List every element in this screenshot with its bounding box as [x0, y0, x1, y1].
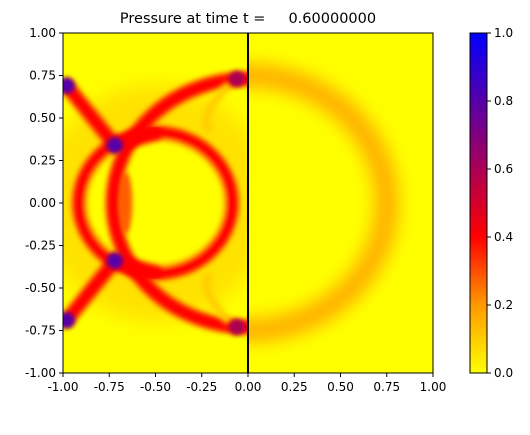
hot-spot [228, 319, 245, 336]
y-tick-label: 0.00 [29, 196, 56, 210]
colorbar-tick-label: 0.4 [494, 230, 513, 244]
x-tick-label: -0.50 [140, 380, 171, 394]
x-axis: -1.00 -0.75 -0.50 -0.25 0.00 0.25 0.50 0.75 1.00 [47, 373, 446, 394]
shock-spoke [63, 78, 122, 153]
y-tick-label: 0.25 [29, 154, 56, 168]
y-tick-label: 0.75 [29, 69, 56, 83]
left-half [63, 70, 248, 336]
shock-spoke [63, 253, 122, 328]
x-tick-label: 1.00 [420, 380, 447, 394]
hot-spot [63, 77, 75, 94]
colorbar-tick-label: 0.8 [494, 94, 513, 108]
upper-wavelet [202, 81, 233, 135]
y-axis: 1.00 0.75 0.50 0.25 0.00 -0.25 -0.50 -0.75 -1.00 [25, 26, 63, 380]
hot-spot [63, 312, 75, 329]
pressure-field [63, 33, 433, 373]
colorbar [469, 32, 488, 374]
hot-spot [228, 70, 245, 87]
chart-title: Pressure at time t = 0.60000000 [120, 11, 376, 27]
left-outer-arc [105, 71, 248, 335]
y-tick-label: -0.25 [25, 239, 56, 253]
y-tick-label: -0.75 [25, 324, 56, 338]
y-tick-label: 1.00 [29, 26, 56, 40]
colorbar-tick-label: 0.6 [494, 162, 513, 176]
x-tick-label: 0.50 [327, 380, 354, 394]
lower-wavelet [202, 271, 233, 325]
colorbar-axis: 1.0 0.8 0.6 0.4 0.2 0.0 [487, 26, 513, 380]
x-tick-label: 0.00 [235, 380, 262, 394]
y-tick-label: -1.00 [25, 366, 56, 380]
right-half [248, 64, 398, 342]
y-tick-label: 0.50 [29, 111, 56, 125]
colorbar-tick-label: 0.0 [494, 366, 513, 380]
right-arc [248, 64, 398, 342]
colorbar-tick-label: 0.2 [494, 298, 513, 312]
x-tick-label: -0.25 [186, 380, 217, 394]
hot-spot [106, 252, 123, 269]
y-tick-label: -0.50 [25, 281, 56, 295]
x-tick-label: -0.75 [94, 380, 125, 394]
hot-spot [106, 137, 123, 154]
inner-lens [119, 172, 133, 234]
x-tick-label: -1.00 [47, 380, 78, 394]
x-tick-label: 0.75 [373, 380, 400, 394]
x-tick-label: 0.25 [281, 380, 308, 394]
inner-ring [72, 126, 239, 280]
colorbar-tick-label: 1.0 [494, 26, 513, 40]
